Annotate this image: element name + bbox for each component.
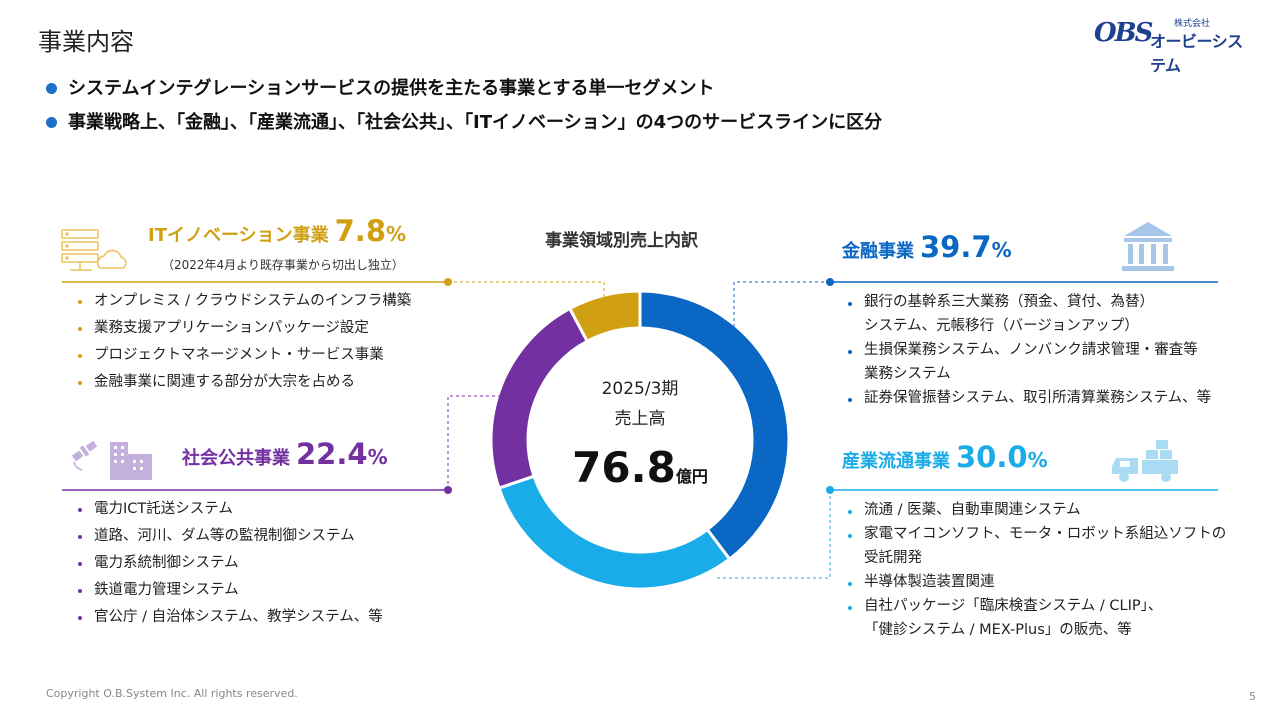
donut-slice-industry [497,474,732,591]
sales-total: 76.8億円 [560,443,720,492]
it-segment-list: オンプレミス / クラウドシステムのインフラ構築 業務支援アプリケーションパッケ… [76,288,411,396]
list-item: 銀行の基幹系三大業務（預金、貸付、為替） システム、元帳移行（バージョンアップ） [846,290,1211,338]
industry-segment-header: 産業流通事業 30.0% [842,440,1048,474]
server-cloud-icon [61,229,127,271]
industry-segment-percent: 30.0 [956,440,1028,474]
list-item: 自社パッケージ「臨床検査システム / CLIP」、 「健診システム / MEX-P… [846,594,1226,642]
it-connector-dot [444,278,452,286]
list-item: 流通 / 医薬、自動車関連システム [846,498,1226,522]
delivery-truck-icon [1112,440,1178,482]
bank-icon [1122,222,1174,271]
public-segment-header: 社会公共事業 22.4% [182,437,388,471]
it-segment-percent: 7.8 [334,214,386,248]
finance-connector-dot [826,278,834,286]
sales-label: 売上高 [614,409,666,429]
list-item: 家電マイコンソフト、モータ・ロボット系組込ソフトの 受託開発 [846,522,1226,570]
copyright-footer: Copyright O.B.System Inc. All rights res… [46,687,298,700]
list-item: 証券保管振替システム、取引所清算業務システム、等 [846,386,1211,410]
list-item: 道路、河川、ダム等の監視制御システム [76,523,383,550]
industry-segment-list: 流通 / 医薬、自動車関連システム 家電マイコンソフト、モータ・ロボット系組込ソ… [846,498,1226,642]
page-number: 5 [1249,690,1256,703]
public-connector-dot [444,486,452,494]
list-item: 官公庁 / 自治体システム、教学システム、等 [76,604,383,631]
chart-title: 事業領域別売上内訳 [545,231,698,251]
finance-segment-list: 銀行の基幹系三大業務（預金、貸付、為替） システム、元帳移行（バージョンアップ） … [846,290,1211,410]
list-item: 鉄道電力管理システム [76,577,383,604]
list-item: 電力系統制御システム [76,550,383,577]
public-connector [447,395,512,490]
summary-bullets: システムインテグレーションサービスの提供を主たる事業とする単一セグメント 事業戦… [46,74,882,138]
donut-chart [489,289,791,591]
fiscal-period: 2025/3期 [601,379,679,399]
it-connector [448,281,605,306]
finance-segment-percent-unit: % [991,238,1012,262]
public-segment-name: 社会公共事業 [182,448,290,469]
it-segment-percent-unit: % [386,222,407,246]
donut-slice-it [567,289,642,344]
finance-connector [733,281,830,338]
sales-total-value: 76.8 [572,443,676,492]
logo-mark: OBS [1094,18,1153,48]
logo-small-text: 株式会社 [1174,19,1211,29]
bullet-dot-icon [46,83,57,94]
summary-bullet-text: 事業戦略上、「金融」、「産業流通」、「社会公共」、「ITイノベーション」の4つの… [68,112,883,133]
finance-segment-header: 金融事業 39.7% [842,230,1012,264]
sales-total-unit: 億円 [675,467,708,486]
industry-connector [716,490,831,579]
company-logo: OBS 株式会社 オービーシステム [1094,16,1254,75]
it-segment-name: ITイノベーション事業 [148,225,329,246]
finance-segment-name: 金融事業 [842,241,914,262]
summary-bullet: システムインテグレーションサービスの提供を主たる事業とする単一セグメント [46,74,882,104]
industry-segment-percent-unit: % [1027,448,1048,472]
list-item: オンプレミス / クラウドシステムのインフラ構築 [76,288,411,315]
list-item: 半導体製造装置関連 [846,570,1226,594]
list-item: プロジェクトマネージメント・サービス事業 [76,342,411,369]
list-item: 業務支援アプリケーションパッケージ設定 [76,315,411,342]
page-title: 事業内容 [38,28,134,56]
donut-slice-finance [638,289,791,562]
it-segment-note: （2022年4月より既存事業から切出し独立） [162,258,404,272]
list-item: 金融事業に関連する部分が大宗を占める [76,369,411,396]
public-segment-list: 電力ICT託送システム 道路、河川、ダム等の監視制御システム 電力系統制御システ… [76,496,383,631]
summary-bullet: 事業戦略上、「金融」、「産業流通」、「社会公共」、「ITイノベーション」の4つの… [46,108,882,138]
public-segment-percent: 22.4 [296,437,368,471]
list-item: 生損保業務システム、ノンバンク請求管理・審査等 業務システム [846,338,1211,386]
public-segment-percent-unit: % [367,445,388,469]
industry-segment-name: 産業流通事業 [842,451,950,472]
satellite-building-icon [71,440,152,480]
logo-name: オービーシステム [1150,32,1243,75]
bullet-dot-icon [46,117,57,128]
industry-connector-dot [826,486,834,494]
summary-bullet-text: システムインテグレーションサービスの提供を主たる事業とする単一セグメント [68,78,715,99]
finance-segment-percent: 39.7 [920,230,992,264]
it-segment-header: ITイノベーション事業 7.8% [148,214,406,248]
list-item: 電力ICT託送システム [76,496,383,523]
